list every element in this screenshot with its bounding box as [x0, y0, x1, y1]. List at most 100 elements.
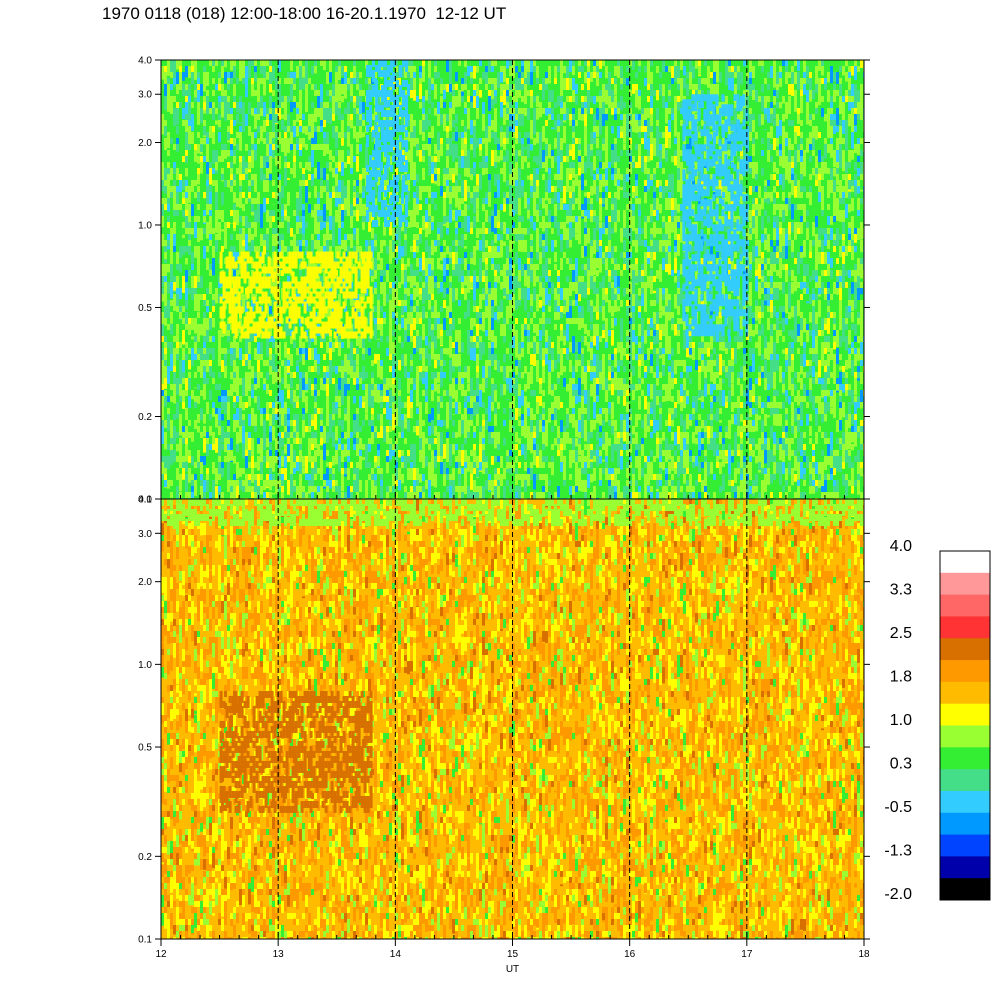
- spectrogram-cell: [425, 210, 428, 222]
- spectrogram-cell: [395, 480, 398, 490]
- spectrogram-cell: [242, 420, 245, 429]
- spectrogram-cell: [425, 258, 428, 270]
- spectrogram-cell: [236, 444, 239, 453]
- spectrogram-cell: [452, 486, 455, 499]
- spectrogram-cell: [335, 174, 338, 186]
- spectrogram-cell: [332, 198, 335, 214]
- spectrogram-cell: [254, 348, 257, 360]
- spectrogram-cell: [374, 474, 377, 486]
- spectrogram-cell: [185, 300, 188, 309]
- spectrogram-cell: [215, 420, 218, 428]
- spectrogram-cell: [314, 84, 317, 94]
- spectrogram-cell: [233, 420, 236, 434]
- spectrogram-cell: [251, 234, 254, 241]
- spectrogram-cell: [389, 306, 392, 318]
- spectrogram-cell: [245, 120, 248, 127]
- spectrogram-cell: [338, 228, 341, 245]
- spectrogram-cell: [287, 246, 290, 255]
- spectrogram-cell: [302, 216, 305, 234]
- spectrogram-cell: [299, 258, 302, 267]
- spectrogram-cell: [455, 342, 458, 358]
- spectrogram-cell: [452, 120, 455, 128]
- spectrogram-cell: [284, 210, 287, 217]
- spectrogram-cell: [323, 156, 326, 167]
- spectrogram-cell: [179, 180, 182, 193]
- spectrogram-cell: [314, 234, 317, 243]
- spectrogram-cell: [161, 192, 164, 200]
- spectrogram-cell: [293, 462, 296, 473]
- spectrogram-cell: [191, 450, 194, 462]
- spectrogram-cell: [179, 450, 182, 464]
- spectrogram-cell: [200, 372, 203, 379]
- spectrogram-cell: [281, 456, 284, 467]
- spectrogram-cell: [362, 432, 365, 442]
- spectrogram-cell: [167, 162, 170, 174]
- spectrogram-cell: [410, 336, 413, 343]
- spectrogram-cell: [185, 120, 188, 137]
- spectrogram-cell: [284, 390, 287, 402]
- spectrogram-cell: [410, 444, 413, 461]
- spectrogram-cell: [386, 486, 389, 498]
- spectrogram-cell: [383, 306, 386, 318]
- spectrogram-cell: [332, 108, 335, 118]
- spectrogram-cell: [437, 450, 440, 461]
- spectrogram-cell: [191, 480, 194, 488]
- spectrogram-cell: [365, 444, 368, 462]
- spectrogram-cell: [452, 270, 455, 279]
- spectrogram-cell: [311, 360, 314, 372]
- spectrogram-cell: [215, 66, 218, 81]
- spectrogram-cell: [266, 384, 269, 394]
- spectrogram-cell: [455, 492, 458, 499]
- spectrogram-cell: [269, 84, 272, 93]
- spectrogram-cell: [404, 378, 407, 387]
- spectrogram-cell: [254, 480, 257, 495]
- spectrogram-cell: [254, 444, 257, 451]
- spectrogram-cell: [320, 186, 323, 194]
- spectrogram-cell: [338, 102, 341, 110]
- spectrogram-cell: [218, 378, 221, 389]
- spectrogram-cell: [458, 300, 461, 307]
- spectrogram-cell: [197, 384, 200, 395]
- spectrogram-cell: [326, 456, 329, 463]
- spectrogram-cell: [269, 66, 272, 75]
- spectrogram-cell: [458, 180, 461, 192]
- spectrogram-cell: [362, 72, 365, 89]
- spectrogram-cell: [233, 402, 236, 410]
- spectrogram-cell: [410, 78, 413, 94]
- spectrogram-cell: [194, 408, 197, 418]
- spectrogram-cell: [407, 324, 410, 334]
- spectrogram-cell: [368, 456, 371, 466]
- spectrogram-cell: [422, 216, 425, 223]
- spectrogram-cell: [209, 426, 212, 436]
- spectrogram-cell: [434, 438, 437, 448]
- spectrogram-cell: [428, 294, 431, 306]
- spectrogram-cell: [467, 456, 470, 472]
- spectrogram-cell: [356, 354, 359, 366]
- spectrogram-cell: [320, 414, 323, 422]
- spectrogram-cell: [404, 294, 407, 302]
- spectrogram-cell: [209, 324, 212, 332]
- spectrogram-cell: [365, 60, 368, 69]
- spectrogram-cell: [308, 390, 311, 397]
- spectrogram-cell: [389, 222, 392, 236]
- spectrogram-cell: [344, 432, 347, 440]
- spectrogram-cell: [239, 180, 242, 192]
- spectrogram-cell: [323, 342, 326, 350]
- spectrogram-cell: [176, 294, 179, 312]
- spectrogram-cell: [278, 90, 281, 108]
- spectrogram-cell: [422, 114, 425, 124]
- spectrogram-cell: [404, 456, 407, 469]
- spectrogram-cell: [212, 474, 215, 483]
- spectrogram-cell: [362, 300, 365, 308]
- spectrogram-cell: [170, 432, 173, 441]
- spectrogram-cell: [260, 66, 263, 75]
- spectrogram-cell: [299, 198, 302, 211]
- spectrogram-cell: [293, 456, 296, 464]
- spectrogram-cell: [362, 426, 365, 433]
- spectrogram-cell: [221, 414, 224, 421]
- spectrogram-cell: [443, 90, 446, 100]
- spectrogram-cell: [416, 438, 419, 451]
- spectrogram-cell: [245, 336, 248, 354]
- spectrogram-cell: [455, 384, 458, 396]
- spectrogram-cell: [254, 462, 257, 469]
